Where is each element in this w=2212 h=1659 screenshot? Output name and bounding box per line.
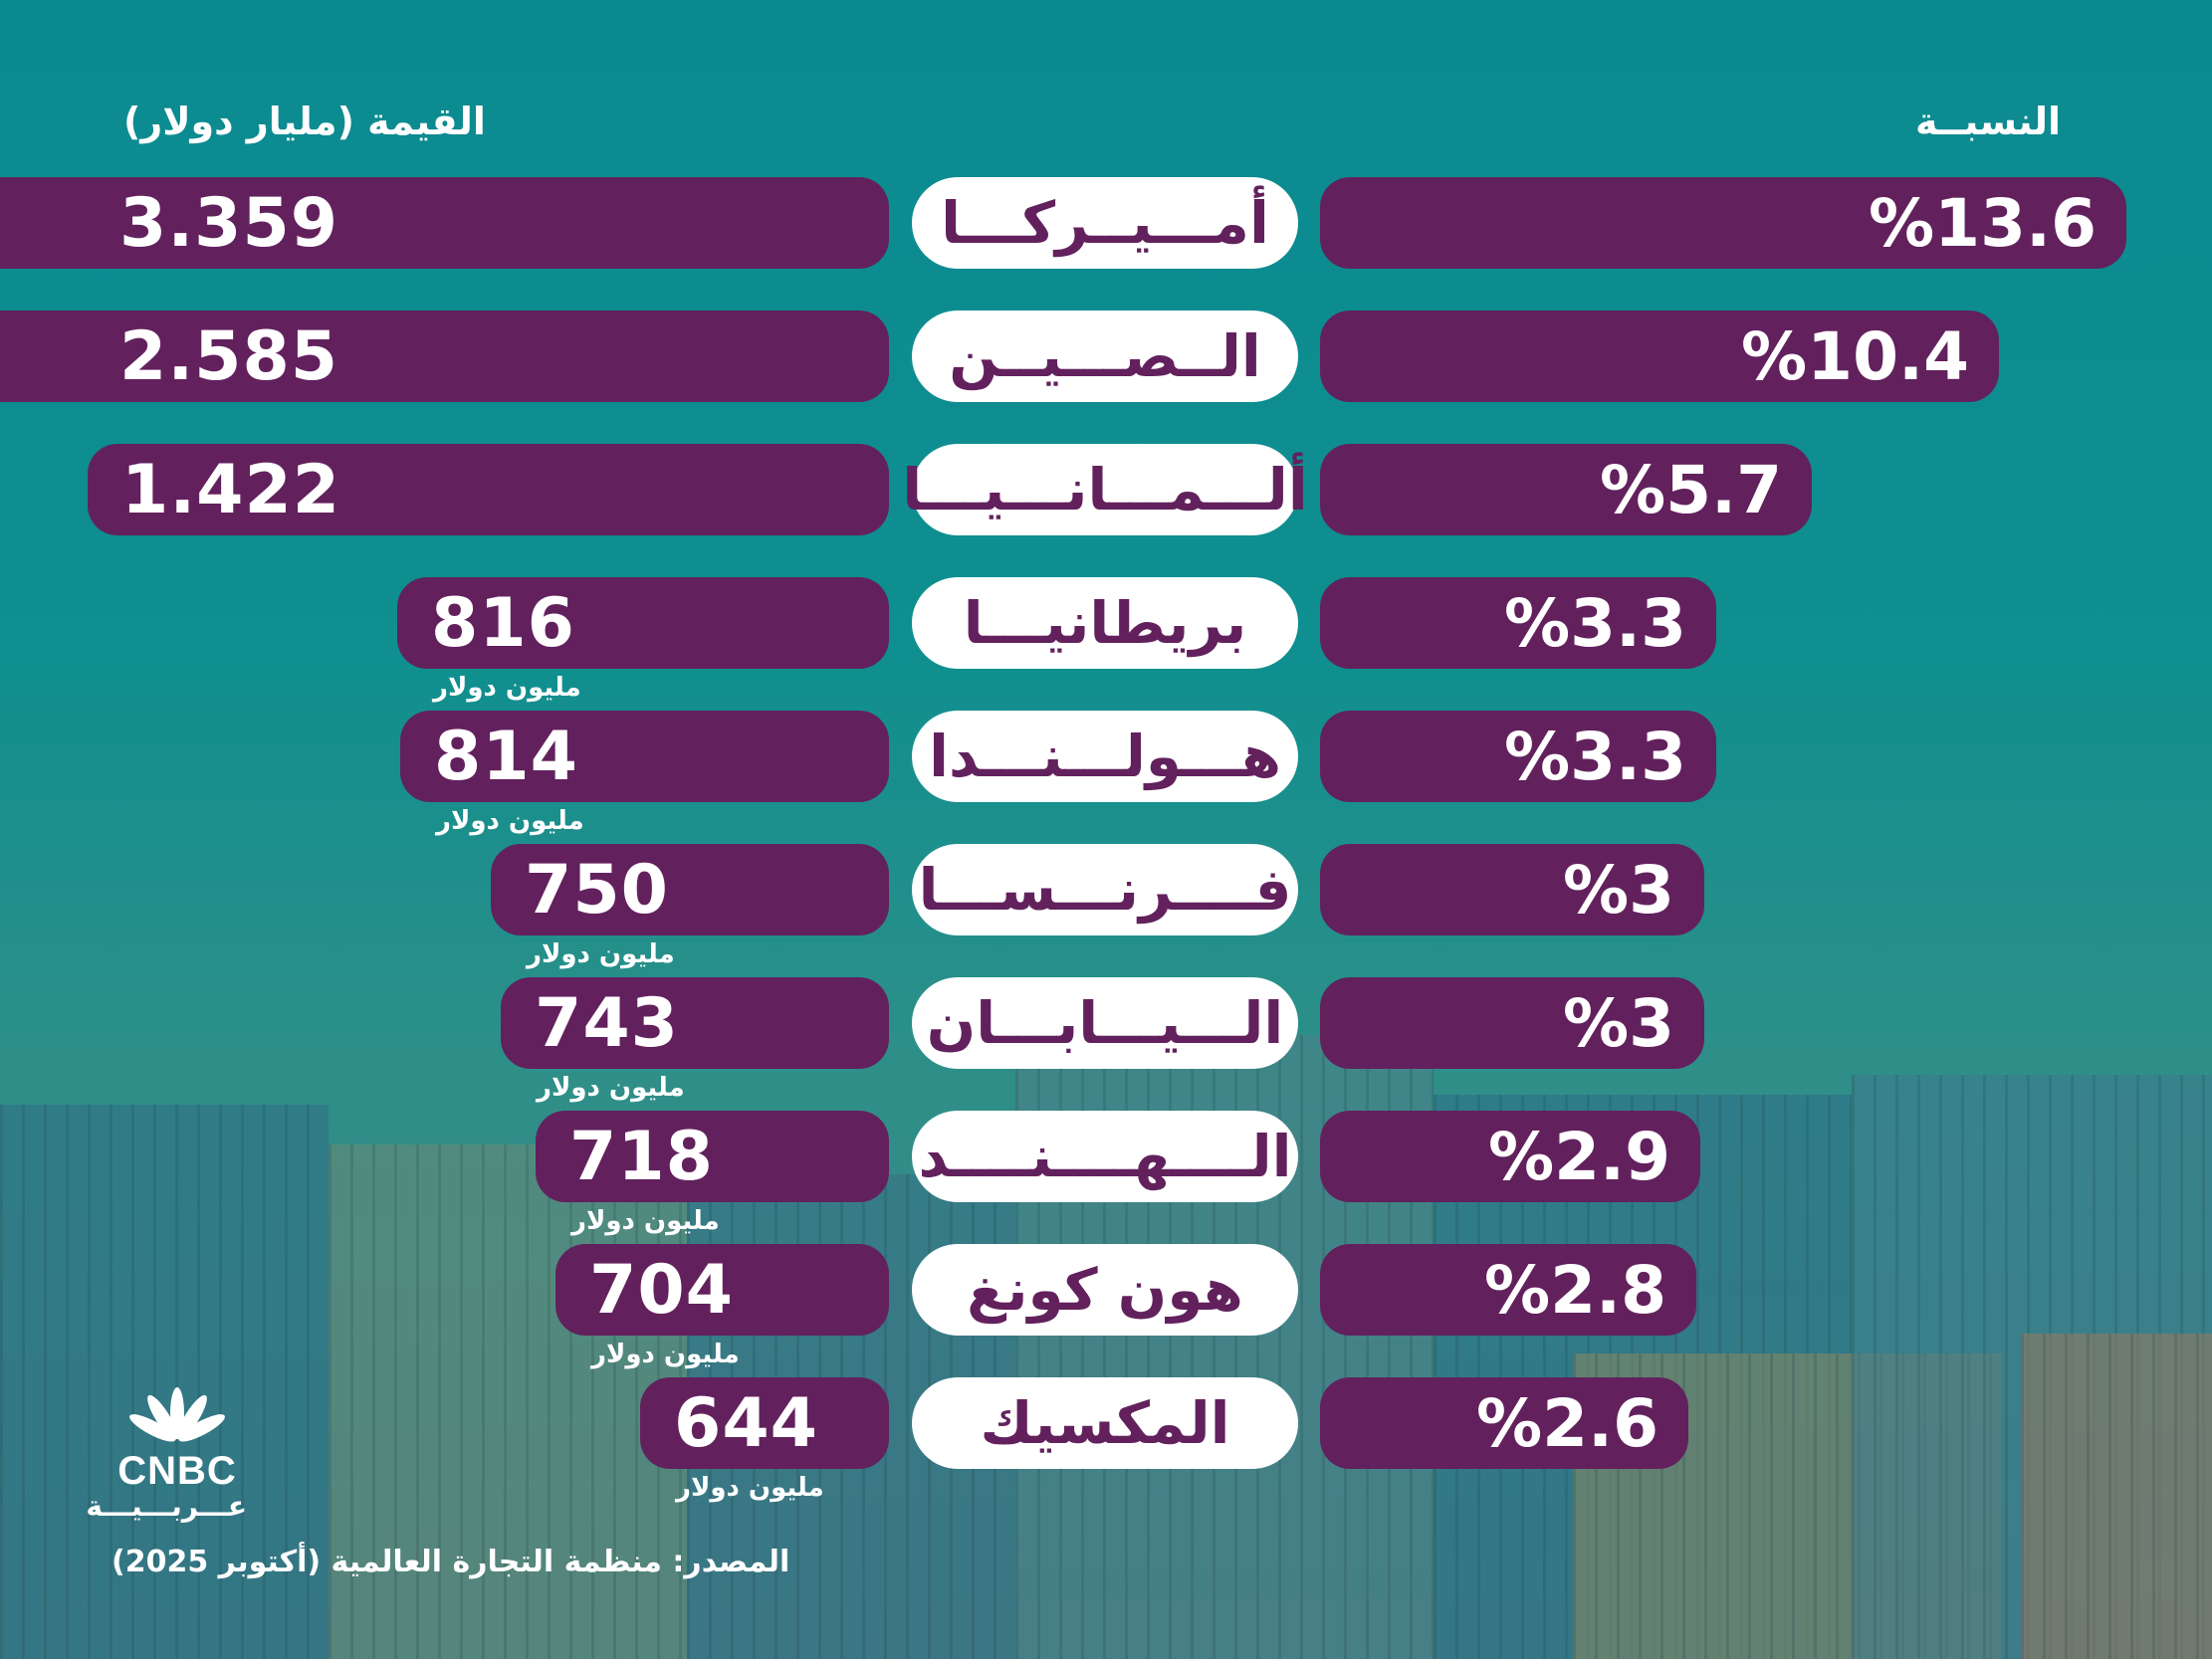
share-label: %13.6 — [1869, 184, 2097, 262]
value-unit: مليون دولار — [676, 1473, 824, 1503]
value-bar: 718 — [536, 1111, 889, 1202]
share-label: %3.3 — [1503, 584, 1686, 662]
share-label: %10.4 — [1741, 317, 1969, 395]
value-bar: 816 — [397, 577, 889, 669]
value-label: 718 — [569, 1117, 714, 1196]
value-header: القيمة (مليار دولار) — [123, 100, 486, 143]
share-header: النسبــة — [1915, 100, 2062, 143]
value-bar: 814 — [400, 711, 889, 802]
value-label: 3.359 — [119, 183, 339, 263]
value-label: 644 — [674, 1383, 818, 1463]
value-label: 750 — [525, 850, 669, 930]
background-container — [0, 1105, 329, 1659]
value-bar: 750 — [491, 844, 889, 935]
value-label: 816 — [431, 583, 575, 663]
value-bar: 2.585 — [0, 311, 889, 402]
value-bar: 704 — [555, 1244, 889, 1336]
share-bar: %3 — [1320, 977, 1704, 1069]
value-label: 1.422 — [121, 450, 341, 529]
share-bar: %3.3 — [1320, 711, 1716, 802]
value-label: 704 — [589, 1250, 734, 1330]
value-bar: 644 — [640, 1377, 889, 1469]
country-label: فــــرنـــســـا — [912, 844, 1298, 935]
value-unit: مليون دولار — [537, 1073, 685, 1103]
country-label: الــصـــيــن — [912, 311, 1298, 402]
share-label: %5.7 — [1599, 451, 1782, 528]
country-label: بريطانيـــا — [912, 577, 1298, 669]
share-bar: %2.8 — [1320, 1244, 1696, 1336]
background-container — [329, 1144, 687, 1659]
share-bar: %13.6 — [1320, 177, 2126, 269]
value-label: 743 — [535, 983, 679, 1063]
value-unit: مليون دولار — [433, 673, 581, 703]
value-bar: 743 — [501, 977, 889, 1069]
share-bar: %2.6 — [1320, 1377, 1688, 1469]
share-label: %2.9 — [1487, 1118, 1670, 1195]
logo-text: CNBC — [117, 1449, 237, 1493]
value-label: 2.585 — [119, 316, 339, 396]
value-unit: مليون دولار — [527, 939, 675, 969]
value-unit: مليون دولار — [436, 806, 584, 836]
share-bar: %3 — [1320, 844, 1704, 935]
country-label: هون كونغ — [912, 1244, 1298, 1336]
country-label: هـــولـــنـــدا — [912, 711, 1298, 802]
value-unit: مليون دولار — [591, 1340, 740, 1369]
country-label: الـــيـــابـــان — [912, 977, 1298, 1069]
share-bar: %5.7 — [1320, 444, 1812, 535]
value-bar: 1.422 — [88, 444, 889, 535]
value-unit: مليون دولار — [571, 1206, 720, 1236]
source-note: المصدر: منظمة التجارة العالمية (أكتوبر 2… — [111, 1545, 790, 1579]
share-label: %3.3 — [1503, 718, 1686, 795]
value-bar: 3.359 — [0, 177, 889, 269]
share-bar: %10.4 — [1320, 311, 1999, 402]
background-container — [2021, 1334, 2212, 1659]
logo-text-arabic: عـــربـــيـــة — [86, 1490, 247, 1523]
country-label: المكسيك — [912, 1377, 1298, 1469]
cnbc-logo: CNBC عـــربـــيـــة — [86, 1383, 247, 1523]
share-label: %3 — [1562, 984, 1674, 1062]
country-label: أمـــيــركـــا — [912, 177, 1298, 269]
share-label: %2.8 — [1483, 1251, 1666, 1329]
share-label: %3 — [1562, 851, 1674, 929]
share-label: %2.6 — [1475, 1384, 1659, 1462]
share-bar: %3.3 — [1320, 577, 1716, 669]
country-label: ألـــمـــانـــيـــا — [902, 444, 1308, 535]
peacock-icon — [129, 1387, 225, 1442]
value-label: 814 — [434, 717, 578, 796]
country-label: الــــهــــنــــد — [912, 1111, 1298, 1202]
share-bar: %2.9 — [1320, 1111, 1700, 1202]
